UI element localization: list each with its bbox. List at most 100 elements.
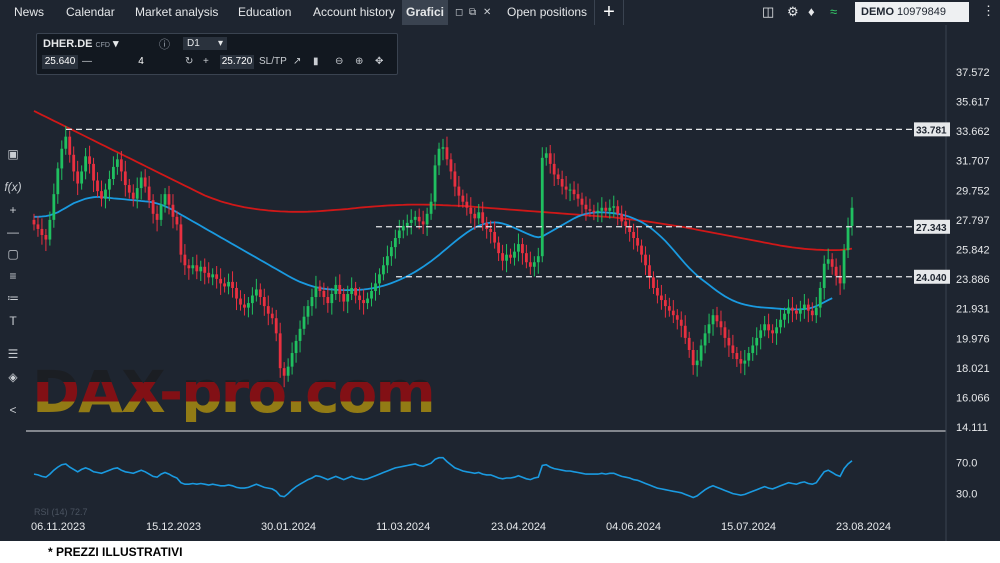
popout-icon[interactable]: ◻ — [455, 7, 464, 18]
account-selector[interactable]: DEMO 10979849 — [855, 2, 969, 22]
candle-body — [163, 194, 167, 205]
candle-body — [123, 171, 127, 186]
candle-body — [247, 303, 250, 308]
share-icon[interactable]: < — [9, 403, 17, 417]
channel-icon[interactable]: ≔ — [7, 291, 19, 305]
candle-body — [838, 275, 842, 284]
menu-dots-icon[interactable]: ⋮ — [982, 3, 995, 18]
close-tab-icon[interactable]: ✕ — [483, 7, 492, 18]
layout-icon[interactable]: ◫ — [762, 4, 775, 19]
decrease-quantity-button[interactable]: — — [82, 56, 92, 67]
candle-body — [80, 171, 84, 184]
candle-body — [636, 238, 639, 246]
candle-body — [310, 297, 314, 307]
candle-body — [382, 265, 385, 275]
ask-price-button[interactable]: 25.720 — [220, 55, 254, 69]
trend-icon[interactable]: ↗ — [293, 56, 302, 67]
chevron-down-icon: ▾ — [217, 38, 223, 49]
price-chart[interactable]: 37.572 35.617 33.662 31.707 29.752 27.797 25.8… — [26, 25, 1000, 541]
sltp-button[interactable]: SL/TP — [259, 56, 287, 67]
x-tick-label: 15.07.2024 — [721, 521, 776, 533]
tab-charts[interactable]: Grafici — [402, 0, 449, 25]
candle-body — [505, 254, 508, 261]
text-tool-icon[interactable]: T — [9, 314, 17, 328]
candle-body — [521, 244, 524, 254]
add-tab-button[interactable]: + — [594, 0, 624, 25]
candle-body — [306, 306, 310, 317]
quantity-input[interactable]: 4 — [97, 55, 185, 69]
indicators-icon[interactable]: ☰ — [7, 347, 19, 361]
refresh-icon[interactable]: ↻ — [185, 56, 194, 67]
candle-body — [846, 225, 850, 251]
info-icon[interactable]: ⓘ — [159, 39, 170, 51]
tab-account-history[interactable]: Account history — [313, 5, 396, 19]
candle-body — [354, 287, 358, 296]
crosshair-icon[interactable]: + — [9, 203, 17, 217]
candle-body — [108, 179, 111, 190]
tab-education[interactable]: Education — [238, 5, 292, 19]
symbol-selector[interactable]: DHER.DE CFD ▾ — [43, 37, 119, 50]
tab-market-analysis[interactable]: Market analysis — [135, 5, 219, 19]
increase-quantity-button[interactable]: + — [203, 56, 209, 67]
rectangle-icon[interactable]: ▢ — [7, 247, 19, 261]
zoom-out-icon[interactable]: ⊖ — [335, 56, 344, 67]
chart-area[interactable]: 37.572 35.617 33.662 31.707 29.752 27.797 25.8… — [26, 25, 1000, 541]
candle-body — [119, 159, 123, 172]
line-tool-icon[interactable]: — — [7, 225, 19, 239]
screen-icon[interactable]: ▣ — [7, 147, 19, 161]
candle-body — [818, 287, 822, 308]
candles-icon[interactable]: ▮ — [313, 56, 319, 67]
tab-open-positions[interactable]: Open positions — [507, 5, 588, 19]
candle-body — [489, 228, 493, 232]
candle-body — [135, 188, 139, 199]
function-icon[interactable]: f(x) — [4, 180, 22, 194]
candle-body — [298, 328, 302, 341]
candle-body — [143, 177, 147, 187]
candle-body — [763, 324, 767, 331]
candle-body — [243, 304, 246, 308]
candle-body — [652, 277, 655, 288]
candle-body — [671, 310, 675, 316]
y-tick-label: 27.797 — [956, 215, 990, 227]
candle-body — [207, 272, 211, 278]
y-tick-label: 35.617 — [956, 97, 990, 109]
duplicate-icon[interactable]: ⧉ — [469, 7, 477, 18]
candle-body — [580, 198, 584, 205]
candle-body — [175, 216, 179, 225]
y-tick-label: 16.066 — [956, 392, 990, 404]
candle-body — [473, 213, 477, 219]
candle-body — [850, 207, 854, 226]
candle-body — [445, 147, 449, 160]
fibonacci-icon[interactable]: ≡ — [9, 269, 17, 283]
layers-icon[interactable]: ◈ — [8, 370, 18, 384]
candle-body — [266, 306, 270, 314]
candle-body — [727, 337, 731, 346]
candle-body — [509, 254, 512, 258]
candle-body — [501, 253, 504, 261]
candle-body — [96, 180, 99, 192]
settings-icon[interactable]: ⚙ — [787, 4, 799, 19]
bell-icon[interactable]: ♦ — [808, 4, 815, 19]
tab-calendar[interactable]: Calendar — [66, 5, 115, 19]
candle-body — [219, 278, 223, 284]
candle-body — [203, 266, 207, 273]
timeframe-value: D1 — [187, 38, 200, 49]
candle-body — [179, 224, 183, 255]
candle-body — [40, 228, 44, 235]
move-icon[interactable]: ✥ — [375, 56, 384, 67]
candle-body — [481, 212, 485, 223]
tab-news[interactable]: News — [14, 5, 45, 19]
top-navigation-bar: News Calendar Market analysis Education … — [0, 0, 1000, 25]
timeframe-selector[interactable]: D1 ▾ — [183, 37, 227, 50]
zoom-in-icon[interactable]: ⊕ — [355, 56, 364, 67]
y-tick-label: 21.931 — [956, 304, 990, 316]
candle-body — [342, 294, 346, 302]
bid-price-button[interactable]: 25.640 — [42, 55, 78, 69]
candle-body — [600, 207, 604, 211]
candle-body — [151, 200, 155, 214]
candle-body — [806, 304, 810, 311]
candle-body — [453, 171, 457, 187]
candle-body — [370, 290, 373, 299]
rsi-line — [33, 456, 853, 499]
y-tick-label: 23.886 — [956, 274, 990, 286]
